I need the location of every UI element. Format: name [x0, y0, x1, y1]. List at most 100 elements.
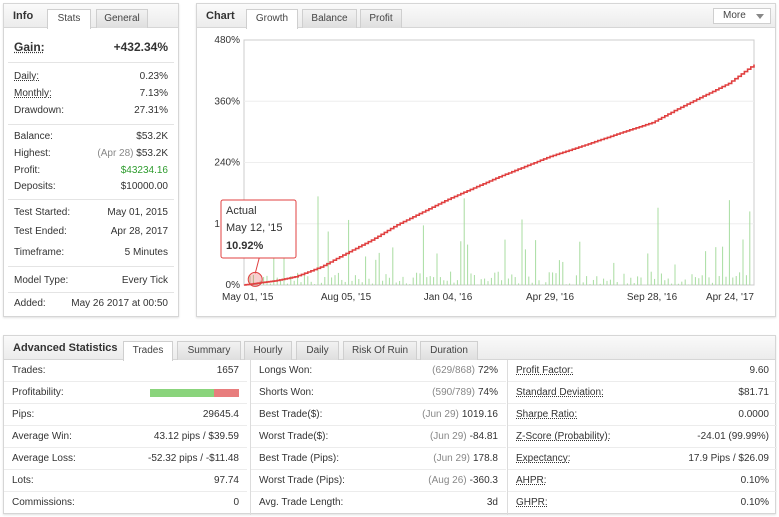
balance-label: Balance:: [14, 131, 53, 142]
profit-label: Profit:: [14, 165, 41, 176]
divider: [8, 62, 174, 63]
highest-date: (Apr 28): [97, 148, 134, 159]
tab-summary[interactable]: Summary: [177, 341, 241, 360]
row-value: 0: [233, 497, 239, 508]
daily-row: Daily: 0.23%: [14, 71, 168, 85]
row-value: 1019.16: [461, 409, 498, 420]
row-label[interactable]: Sharpe Ratio:: [516, 409, 578, 420]
row-label: Avg. Trade Length:: [259, 497, 344, 508]
y-tick-label: 360%: [214, 96, 240, 107]
column-divider: [250, 360, 251, 515]
row-sub: (Jun 29): [429, 431, 467, 442]
table-row: Trades: 1657: [4, 360, 247, 382]
stats-column-2: Longs Won: (629/868) 72% Shorts Won: (590/7…: [251, 360, 506, 515]
row-label: Profitability:: [12, 387, 64, 398]
divider: [8, 124, 174, 125]
timeframe-row: Timeframe: 5 Minutes: [14, 247, 168, 261]
model-row: Model Type: Every Tick: [14, 275, 168, 289]
profit-value: $43234.16: [120, 165, 168, 176]
row-label: Worst Trade($):: [259, 431, 329, 442]
x-tick-label: Sep 28, '16: [627, 292, 678, 303]
balance-value: $53.2K: [136, 131, 168, 142]
row-label[interactable]: Standard Deviation:: [516, 387, 604, 398]
table-row: Sharpe Ratio: 0.0000: [508, 404, 777, 426]
row-label: Average Win:: [12, 431, 72, 442]
row-value: -24.01 (99.99%): [697, 431, 769, 442]
tab-balance[interactable]: Balance: [302, 9, 357, 28]
row-value: 178.8: [472, 453, 498, 464]
monthly-row: Monthly: 7.13%: [14, 88, 168, 102]
tab-risk-of-ruin[interactable]: Risk Of Ruin: [343, 341, 417, 360]
y-tick-label: 480%: [214, 35, 240, 46]
row-label: Best Trade (Pips):: [259, 453, 340, 464]
row-label: Pips:: [12, 409, 35, 420]
row-value: -52.32 pips / -$11.48: [148, 453, 239, 464]
table-row: Z-Score (Probability): -24.01 (99.99%): [508, 426, 777, 448]
row-label: Best Trade($):: [259, 409, 323, 420]
test-ended-row: Test Ended: Apr 28, 2017: [14, 226, 168, 240]
row-label: Trades:: [12, 365, 46, 376]
adv-header: Advanced Statistics Trades Summary Hourl…: [4, 336, 775, 361]
row-sub: (629/868): [432, 365, 475, 376]
row-value: -360.3: [469, 475, 498, 486]
row-label[interactable]: Profit Factor:: [516, 365, 574, 376]
tab-duration[interactable]: Duration: [420, 341, 478, 360]
tooltip-label: Actual: [226, 205, 257, 217]
table-row: Expectancy: 17.9 Pips / $26.09: [508, 448, 777, 470]
table-row: Best Trade($): (Jun 29) 1019.16: [251, 404, 506, 426]
daily-value: 0.23%: [139, 71, 168, 82]
table-row: AHPR: 0.10%: [508, 470, 777, 492]
tab-trades[interactable]: Trades: [123, 341, 173, 361]
table-row: Lots: 97.74: [4, 470, 247, 492]
row-sub: (Jun 29): [433, 453, 470, 464]
row-value: -84.81: [469, 431, 498, 442]
monthly-label[interactable]: Monthly:: [14, 88, 52, 99]
drawdown-value: 27.31%: [134, 105, 168, 116]
test-started-label: Test Started:: [14, 207, 71, 218]
tab-profit[interactable]: Profit: [360, 9, 402, 28]
tooltip-box: [220, 199, 297, 259]
timeframe-value: 5 Minutes: [124, 247, 168, 258]
divider: [8, 266, 174, 267]
tooltip-pointer: [254, 257, 260, 274]
row-value: 0.10%: [740, 497, 769, 508]
more-button[interactable]: More: [713, 8, 771, 24]
tab-stats[interactable]: Stats: [47, 9, 91, 29]
row-label[interactable]: Expectancy:: [516, 453, 571, 464]
x-axis: May 01, '15 Aug 05, '15 Jan 04, '16 Apr 29,…: [222, 292, 754, 303]
deposits-value: $10000.00: [120, 181, 168, 192]
table-row: Pips: 29645.4: [4, 404, 247, 426]
drawdown-row: Drawdown: 27.31%: [14, 105, 168, 119]
highest-value: $53.2K: [136, 148, 168, 159]
table-row: Profit Factor: 9.60: [508, 360, 777, 382]
row-sub: (590/789): [432, 387, 475, 398]
table-row: Commissions: 0: [4, 492, 247, 514]
deposits-label: Deposits:: [14, 181, 56, 192]
test-ended-value: Apr 28, 2017: [110, 226, 168, 237]
balance-row: Balance: $53.2K: [14, 131, 168, 145]
tab-hourly[interactable]: Hourly: [244, 341, 292, 360]
row-value: 3d: [486, 497, 498, 508]
row-value: 9.60: [749, 365, 769, 376]
drawdown-label: Drawdown:: [14, 105, 65, 116]
tab-general[interactable]: General: [96, 9, 148, 28]
gain-label[interactable]: Gain:: [14, 40, 45, 54]
daily-label[interactable]: Daily:: [14, 71, 40, 82]
row-label[interactable]: Z-Score (Probability):: [516, 431, 611, 442]
profit-row: Profit: $43234.16: [14, 165, 168, 179]
row-sub: (Aug 26): [428, 475, 467, 486]
added-row: Added: May 26 2017 at 00:50: [14, 298, 168, 312]
gain-value: +432.34%: [113, 40, 168, 54]
row-label[interactable]: AHPR:: [516, 475, 547, 486]
row-label: Average Loss:: [12, 453, 76, 464]
x-tick-label: Apr 29, '16: [526, 292, 574, 303]
row-label[interactable]: GHPR:: [516, 497, 548, 508]
tab-growth[interactable]: Growth: [246, 9, 298, 29]
chart-header: Chart Growth Balance Profit More: [197, 4, 775, 29]
x-tick-label: May 01, '15: [222, 292, 274, 303]
row-value: 1657: [216, 365, 239, 376]
table-row: GHPR: 0.10%: [508, 492, 777, 514]
tab-daily[interactable]: Daily: [296, 341, 339, 360]
added-value: May 26 2017 at 00:50: [71, 298, 168, 309]
